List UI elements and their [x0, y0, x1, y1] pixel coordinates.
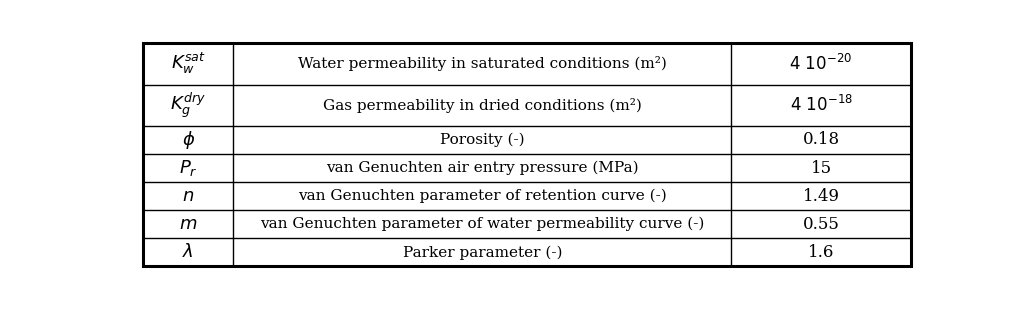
Text: van Genuchten parameter of retention curve (-): van Genuchten parameter of retention cur…: [298, 189, 667, 203]
Text: $n$: $n$: [182, 187, 194, 205]
Text: $4\ 10^{-20}$: $4\ 10^{-20}$: [790, 54, 852, 74]
Text: $P_r$: $P_r$: [179, 158, 197, 178]
Text: Porosity (-): Porosity (-): [440, 133, 524, 147]
Text: $\lambda$: $\lambda$: [182, 243, 194, 261]
Text: Water permeability in saturated conditions (m²): Water permeability in saturated conditio…: [298, 56, 667, 71]
Text: 0.18: 0.18: [803, 131, 840, 148]
Text: van Genuchten air entry pressure (MPa): van Genuchten air entry pressure (MPa): [326, 161, 638, 175]
Text: van Genuchten parameter of water permeability curve (-): van Genuchten parameter of water permeab…: [260, 217, 704, 232]
Text: 1.49: 1.49: [803, 188, 840, 205]
Text: 0.55: 0.55: [803, 216, 840, 233]
Text: 15: 15: [810, 160, 832, 177]
Text: Parker parameter (-): Parker parameter (-): [403, 245, 562, 259]
Text: $K_g^{dry}$: $K_g^{dry}$: [171, 91, 206, 120]
Text: 1.6: 1.6: [808, 244, 834, 261]
Text: $4\ 10^{-18}$: $4\ 10^{-18}$: [790, 95, 852, 115]
Text: $m$: $m$: [179, 215, 197, 233]
Text: Gas permeability in dried conditions (m²): Gas permeability in dried conditions (m²…: [323, 98, 641, 113]
Text: $\phi$: $\phi$: [182, 129, 194, 151]
Text: $K_w^{sat}$: $K_w^{sat}$: [171, 51, 206, 76]
